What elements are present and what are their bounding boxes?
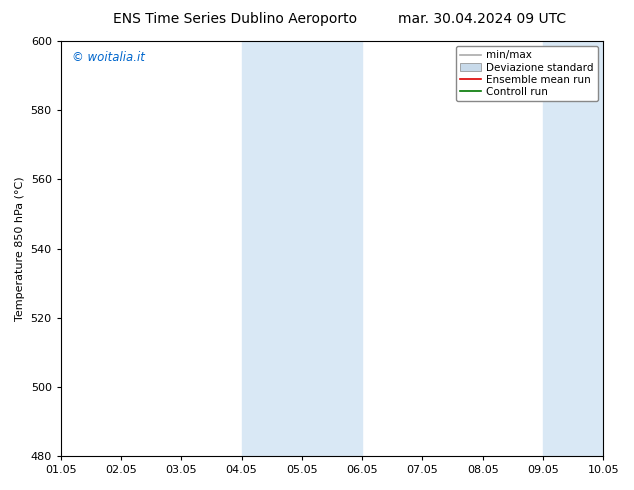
Text: mar. 30.04.2024 09 UTC: mar. 30.04.2024 09 UTC — [398, 12, 566, 26]
Bar — [242, 41, 362, 456]
Text: ENS Time Series Dublino Aeroporto: ENS Time Series Dublino Aeroporto — [112, 12, 357, 26]
Legend: min/max, Deviazione standard, Ensemble mean run, Controll run: min/max, Deviazione standard, Ensemble m… — [456, 46, 598, 101]
Y-axis label: Temperature 850 hPa (°C): Temperature 850 hPa (°C) — [15, 176, 25, 321]
Bar — [543, 41, 634, 456]
Text: © woitalia.it: © woitalia.it — [72, 51, 145, 64]
